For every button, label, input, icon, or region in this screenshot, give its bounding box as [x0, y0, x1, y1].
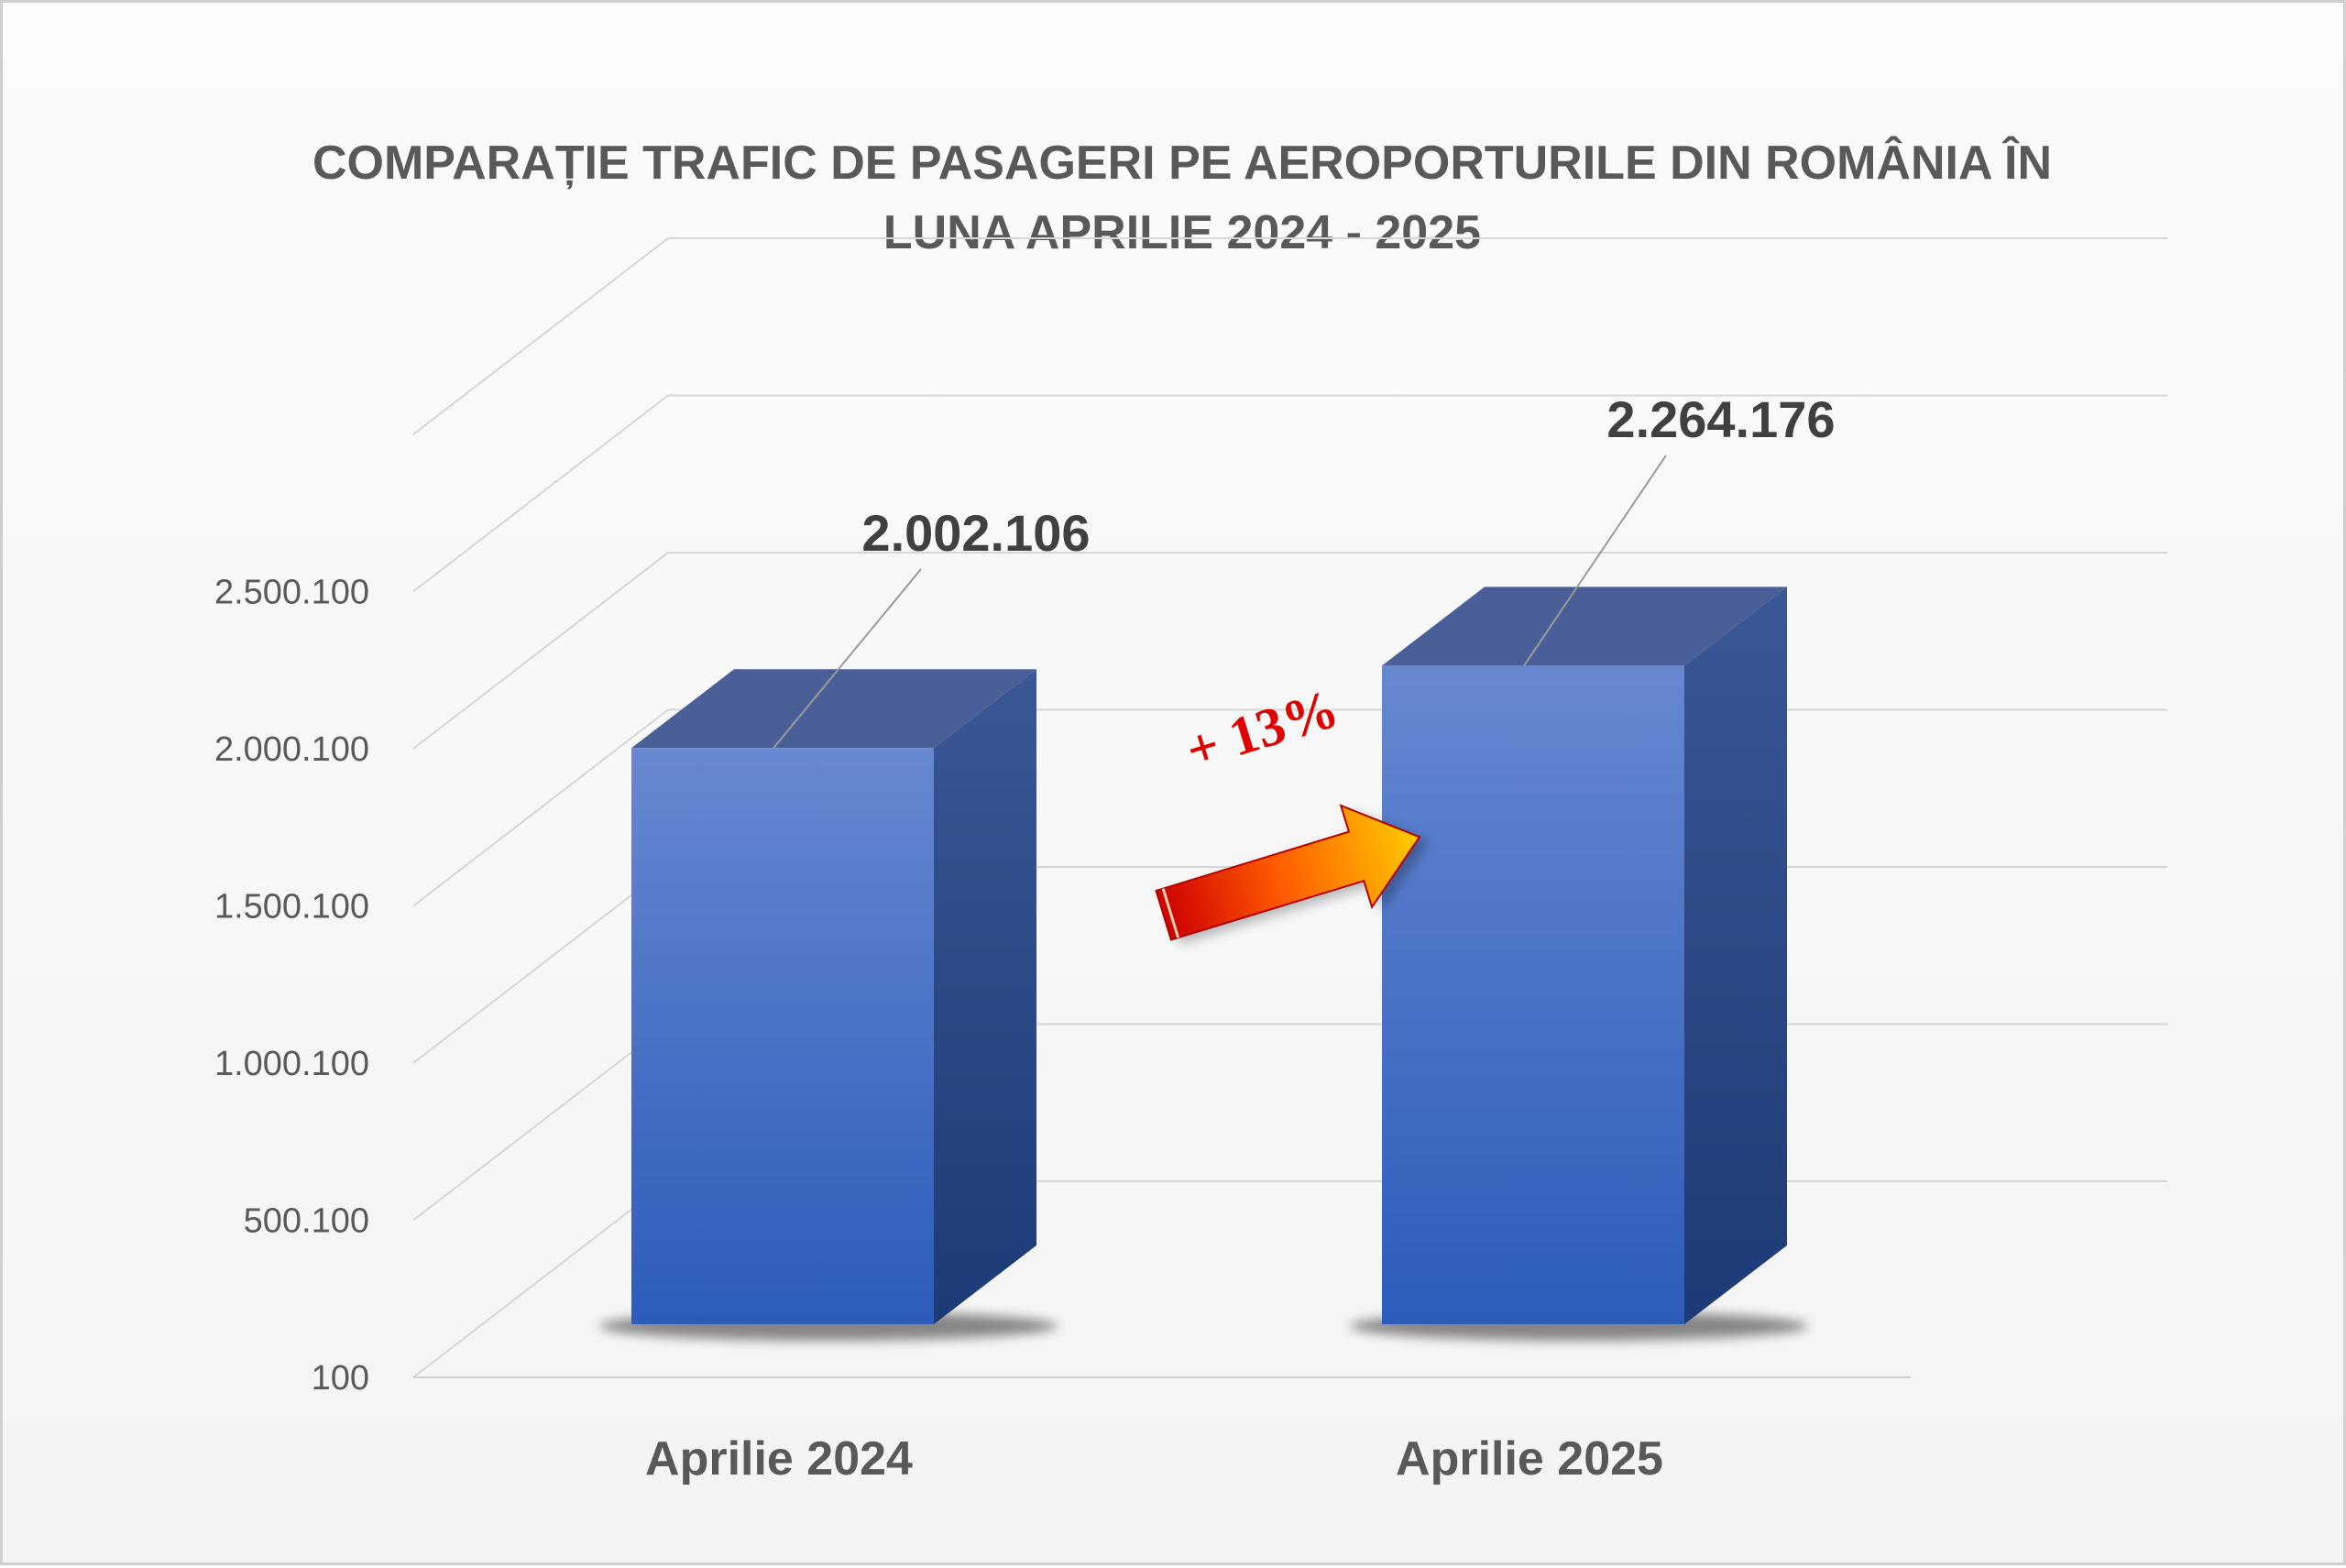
y-tick-label: 500.100	[244, 1202, 369, 1241]
gridline-side	[412, 394, 669, 593]
chart-title-line-2: LUNA APRILIE 2024 - 2025	[883, 206, 1481, 259]
x-category-label: Aprilie 2025	[1396, 1432, 1663, 1486]
gridline-side	[412, 237, 669, 435]
gridline-side	[412, 552, 669, 750]
x-axis: Aprilie 2024 Aprilie 2025	[645, 1432, 1663, 1486]
y-axis: 100 500.100 1.000.100 1.500.100 2.000.100 2.5…	[214, 574, 369, 1398]
bars	[599, 587, 1808, 1341]
y-tick-label: 1.500.100	[214, 888, 369, 927]
gridline-side	[412, 708, 669, 907]
bar-side	[1684, 587, 1787, 1324]
bar-side	[934, 669, 1036, 1324]
bar	[599, 669, 1058, 1341]
leader-line	[773, 568, 922, 749]
gridline-side	[412, 1023, 669, 1222]
data-label: 2.264.176	[1606, 390, 1835, 448]
bar	[1350, 587, 1808, 1341]
chart-title: COMPARAȚIE TRAFIC DE PASAGERI PE AEROPOR…	[312, 136, 2052, 259]
y-tick-label: 1.000.100	[214, 1045, 369, 1083]
leader-line	[1523, 455, 1667, 666]
growth-arrow	[1155, 804, 1421, 941]
y-tick-label: 2.000.100	[214, 730, 369, 769]
y-tick-label: 2.500.100	[214, 574, 369, 612]
gridline-side	[412, 1180, 669, 1378]
growth-arrow-highlight	[1161, 888, 1180, 938]
bar-chart: COMPARAȚIE TRAFIC DE PASAGERI PE AEROPOR…	[214, 136, 2167, 1486]
bar-front	[631, 748, 934, 1324]
data-label: 2.002.106	[861, 504, 1090, 562]
data-labels: 2.002.106 2.264.176	[861, 390, 1835, 562]
y-tick-label: 100	[312, 1359, 369, 1398]
chart-title-line-1: COMPARAȚIE TRAFIC DE PASAGERI PE AEROPOR…	[312, 136, 2052, 190]
bar-top	[631, 669, 1036, 749]
gridline-side	[412, 866, 669, 1064]
leader-lines	[773, 455, 1667, 749]
bar-front	[1382, 665, 1684, 1324]
x-category-label: Aprilie 2024	[645, 1432, 913, 1486]
growth-percentage: + 13%	[1179, 678, 1345, 782]
bar-top	[1382, 587, 1787, 666]
